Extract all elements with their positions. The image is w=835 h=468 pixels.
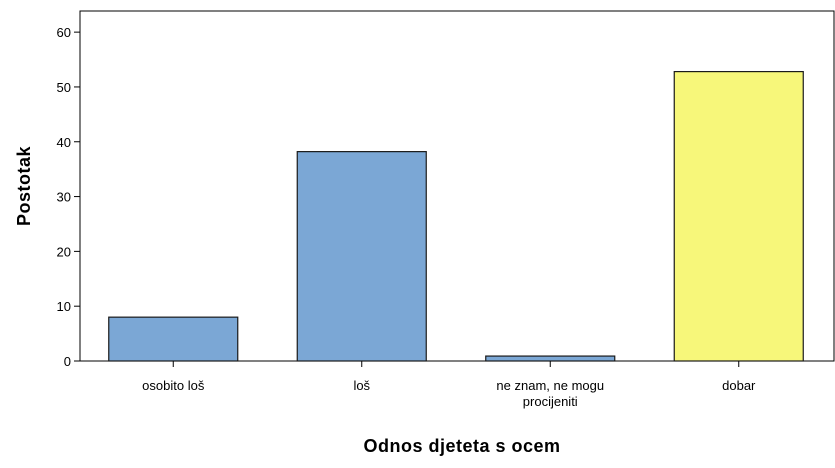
y-tick-label: 50: [57, 80, 71, 95]
bars: [108, 70, 804, 362]
x-axis: osobito loš loš ne znam, ne moguprocijenit…: [142, 361, 756, 409]
x-tick-label: osobito loš: [142, 378, 205, 393]
y-axis: 0 10 20 30 40 50 60: [57, 25, 80, 369]
x-tick-label: dobar: [722, 378, 756, 393]
y-tick-label: 40: [57, 135, 71, 150]
x-tick-label: loš: [353, 378, 370, 393]
bar: [108, 316, 239, 362]
bar: [673, 70, 804, 362]
y-tick-label: 0: [64, 354, 71, 369]
y-tick-label: 60: [57, 25, 71, 40]
y-tick-label: 10: [57, 299, 71, 314]
bar: [485, 355, 616, 362]
x-tick-label: ne znam, ne mogu: [496, 378, 604, 393]
bar: [296, 151, 427, 362]
y-tick-label: 30: [57, 190, 71, 205]
y-tick-label: 20: [57, 244, 71, 259]
x-axis-title: Odnos djeteta s ocem: [363, 436, 560, 456]
y-axis-title: Postotak: [14, 146, 34, 227]
x-tick-label: procijeniti: [523, 394, 578, 409]
